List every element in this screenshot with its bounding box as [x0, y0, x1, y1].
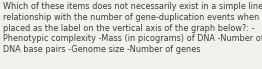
Text: Which of these items does not necessarily exist in a simple linear
relationship : Which of these items does not necessaril…: [3, 2, 262, 54]
